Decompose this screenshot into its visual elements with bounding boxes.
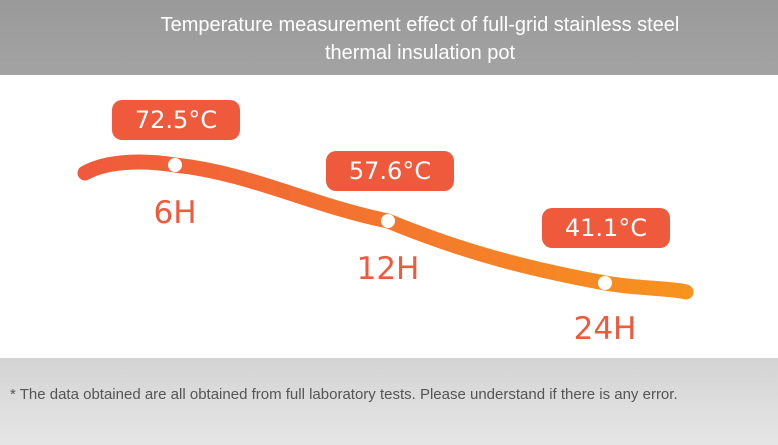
data-point-6h — [168, 158, 182, 172]
value-label-bg — [112, 100, 240, 140]
data-point-12h — [381, 213, 395, 228]
x-tick-label-6h: 6H — [153, 195, 196, 231]
x-tick-label-24h: 24H — [574, 311, 637, 347]
value-label-24h: 41.1°C — [542, 208, 670, 248]
value-label-bg — [542, 208, 670, 248]
chart-title: Temperature measurement effect of full-g… — [160, 14, 680, 64]
x-tick-label-12h: 12H — [357, 251, 420, 287]
title-banner: Temperature measurement effect of full-g… — [0, 0, 778, 75]
value-label-6h: 72.5°C — [112, 100, 240, 140]
temperature-chart: 72.5°C 6H 57.6°C 12H 41.1°C 24H — [0, 75, 778, 358]
footer-panel: * The data obtained are all obtained fro… — [0, 358, 778, 445]
disclaimer-note: * The data obtained are all obtained fro… — [10, 386, 678, 403]
value-label-bg — [326, 150, 454, 191]
data-point-24h — [598, 276, 612, 290]
value-label-text: 72.5°C — [135, 106, 217, 134]
value-label-text: 41.1°C — [565, 214, 647, 242]
value-label-12h: 57.6°C — [326, 150, 454, 191]
value-label-text: 57.6°C — [349, 157, 431, 185]
chart-svg: 72.5°C 6H 57.6°C 12H 41.1°C 24H — [77, 100, 694, 347]
